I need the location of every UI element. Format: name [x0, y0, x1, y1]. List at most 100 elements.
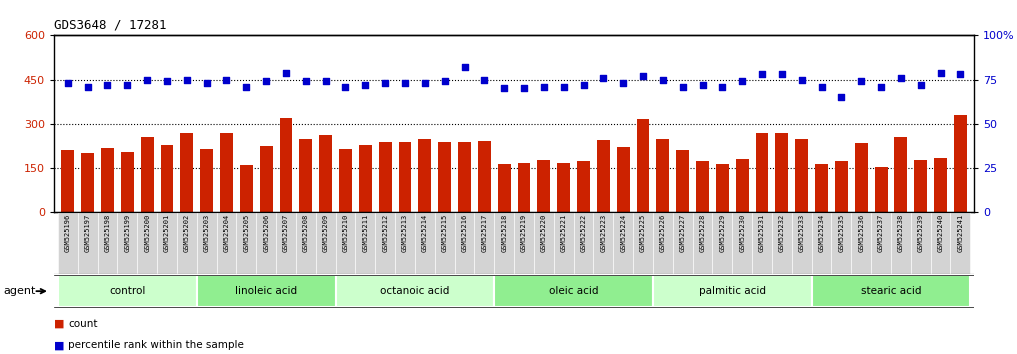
Text: GSM525227: GSM525227 [679, 214, 685, 252]
Bar [399, 142, 412, 212]
Bar [812, 275, 970, 307]
Point [933, 70, 949, 75]
Bar [613, 212, 634, 274]
Point [258, 79, 275, 84]
Text: palmitic acid: palmitic acid [699, 286, 766, 296]
Bar [832, 212, 851, 274]
Bar [835, 161, 848, 212]
Text: percentile rank within the sample: percentile rank within the sample [68, 340, 244, 350]
Bar [177, 212, 196, 274]
Bar [220, 133, 233, 212]
Text: GSM525200: GSM525200 [144, 214, 151, 252]
Text: GSM525208: GSM525208 [303, 214, 309, 252]
Text: GSM525229: GSM525229 [719, 214, 725, 252]
Bar [616, 147, 630, 212]
Bar [455, 212, 474, 274]
Point [397, 80, 413, 86]
Text: GSM525217: GSM525217 [481, 214, 487, 252]
Text: GSM525203: GSM525203 [203, 214, 210, 252]
Bar [217, 212, 236, 274]
Text: linoleic acid: linoleic acid [235, 286, 297, 296]
Point [79, 84, 96, 90]
Point [714, 84, 730, 90]
Bar [336, 275, 494, 307]
Bar [180, 133, 193, 212]
Text: GSM525236: GSM525236 [858, 214, 864, 252]
Point [793, 77, 810, 82]
Bar [494, 275, 653, 307]
Bar [756, 133, 769, 212]
Text: GSM525220: GSM525220 [541, 214, 547, 252]
Bar [101, 148, 114, 212]
Bar [872, 212, 891, 274]
Text: GSM525230: GSM525230 [739, 214, 745, 252]
Text: GSM525199: GSM525199 [124, 214, 130, 252]
Point [457, 64, 473, 70]
Bar [478, 141, 491, 212]
Text: GSM525209: GSM525209 [322, 214, 328, 252]
Bar [875, 167, 888, 212]
Bar [77, 212, 98, 274]
Bar [772, 212, 792, 274]
Bar [395, 212, 415, 274]
Text: stearic acid: stearic acid [860, 286, 921, 296]
Bar [795, 139, 809, 212]
Bar [735, 159, 749, 212]
Point [119, 82, 135, 88]
Point [952, 72, 968, 77]
Bar [161, 144, 174, 212]
Bar [634, 212, 653, 274]
Bar [775, 133, 788, 212]
Bar [815, 164, 828, 212]
Point [60, 80, 76, 86]
Point [417, 80, 433, 86]
Text: GSM525238: GSM525238 [898, 214, 904, 252]
Text: GSM525214: GSM525214 [422, 214, 428, 252]
Text: GSM525226: GSM525226 [660, 214, 666, 252]
Point [833, 95, 849, 100]
Point [476, 77, 492, 82]
Text: GSM525205: GSM525205 [243, 214, 249, 252]
Text: count: count [68, 319, 98, 329]
Bar [378, 142, 392, 212]
Text: GSM525239: GSM525239 [917, 214, 923, 252]
Point [814, 84, 830, 90]
Bar [359, 145, 372, 212]
Bar [296, 212, 315, 274]
Bar [812, 212, 832, 274]
Bar [61, 150, 74, 212]
Bar [954, 115, 967, 212]
Point [159, 79, 175, 84]
Bar [637, 119, 650, 212]
Text: GDS3648 / 17281: GDS3648 / 17281 [54, 19, 167, 32]
Text: GSM525213: GSM525213 [402, 214, 408, 252]
Point [436, 79, 453, 84]
Text: GSM525218: GSM525218 [501, 214, 507, 252]
Text: GSM525216: GSM525216 [462, 214, 468, 252]
Text: GSM525231: GSM525231 [759, 214, 765, 252]
Bar [514, 212, 534, 274]
Bar [574, 212, 594, 274]
Bar [914, 160, 928, 212]
Point [298, 79, 314, 84]
Bar [911, 212, 931, 274]
Bar [137, 212, 157, 274]
Bar [693, 212, 713, 274]
Point [198, 80, 215, 86]
Point [139, 77, 156, 82]
Point [338, 84, 354, 90]
Bar [951, 212, 970, 274]
Text: ■: ■ [54, 340, 64, 350]
Bar [336, 212, 355, 274]
Point [912, 82, 929, 88]
Bar [696, 161, 709, 212]
Point [853, 79, 870, 84]
Point [496, 86, 513, 91]
Bar [418, 139, 431, 212]
Bar [497, 164, 511, 212]
Point [734, 79, 751, 84]
Point [238, 84, 254, 90]
Text: GSM525241: GSM525241 [957, 214, 963, 252]
Point [317, 79, 334, 84]
Point [357, 82, 373, 88]
